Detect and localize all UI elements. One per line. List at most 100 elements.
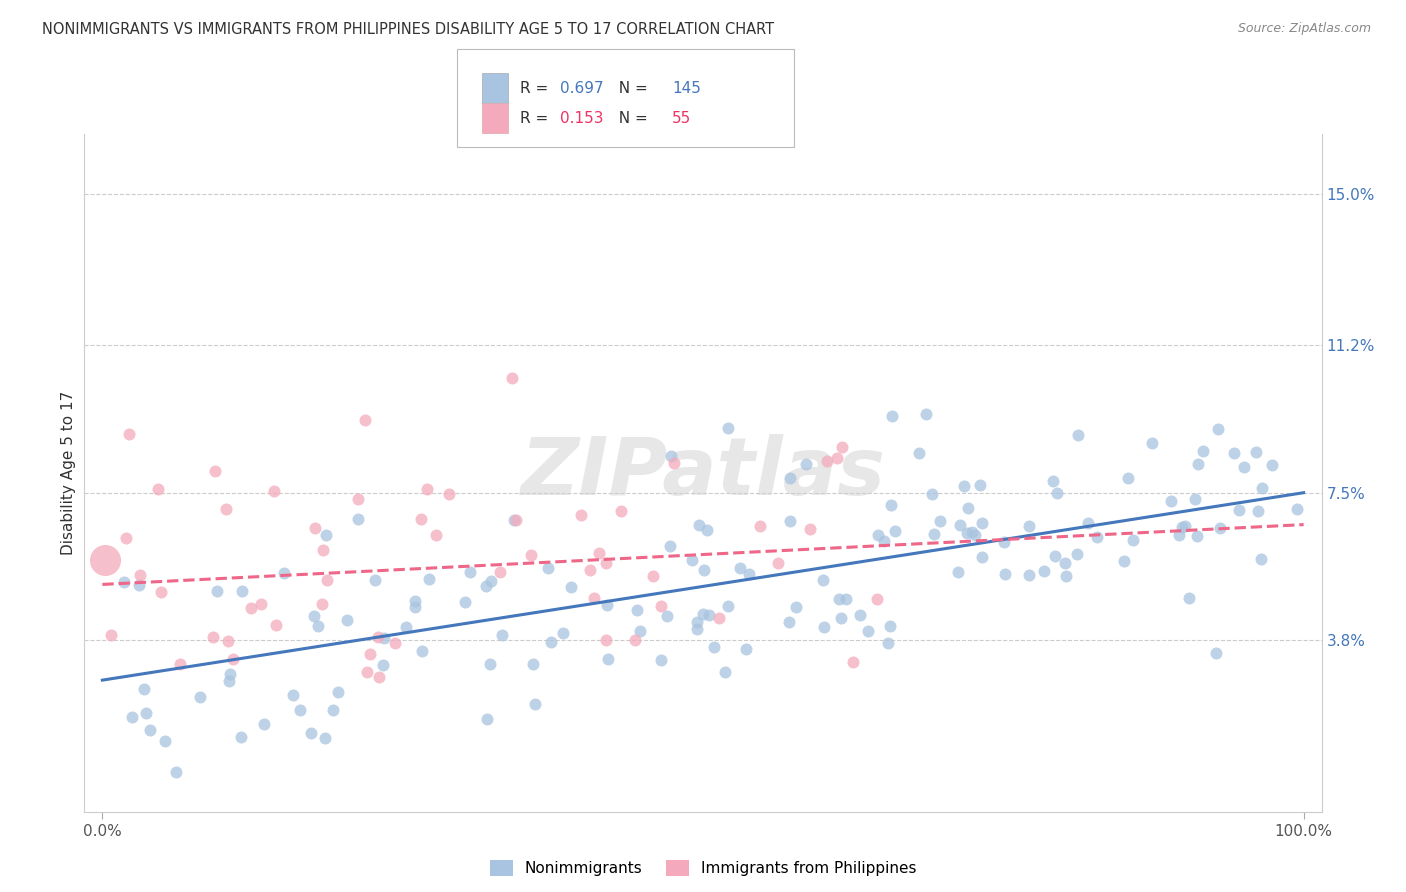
Point [240,601,263,615]
Point [316,574,339,588]
Point [650,652,672,666]
Point [659,540,682,554]
Point [650,599,672,614]
Point [418,572,440,586]
Point [253,717,276,731]
Y-axis label: Disability Age 5 to 17: Disability Age 5 to 17 [60,391,76,555]
Point [828,591,851,606]
Point [1085,530,1108,544]
Point [681,553,703,567]
Point [1140,436,1163,450]
Point [610,504,633,518]
Point [222,652,245,666]
Point [713,665,735,679]
Point [880,498,903,512]
Point [969,477,991,491]
Point [626,603,648,617]
Point [135,706,157,720]
Point [411,644,433,658]
Point [1116,471,1139,485]
Point [218,673,240,688]
Point [312,543,335,558]
Point [1184,491,1206,506]
Point [367,630,389,644]
Point [873,533,896,548]
Point [827,450,849,465]
Point [794,457,817,471]
Text: R =: R = [520,81,554,96]
Point [364,573,387,587]
Point [735,642,758,657]
Point [1191,443,1213,458]
Point [1250,551,1272,566]
Point [302,609,325,624]
Point [879,619,901,633]
Point [503,513,526,527]
Point [956,501,979,516]
Point [139,723,162,737]
Point [188,690,211,704]
Point [1018,568,1040,582]
Point [128,578,150,592]
Point [946,566,969,580]
Point [749,519,772,533]
Text: 145: 145 [672,81,702,96]
Point [1205,646,1227,660]
Text: 0.697: 0.697 [560,81,603,96]
Point [371,657,394,672]
Point [785,600,807,615]
Point [367,670,389,684]
Point [993,535,1015,549]
Point [264,618,287,632]
Point [347,492,370,507]
Point [692,607,714,621]
Point [972,550,994,565]
Point [1160,494,1182,508]
Point [956,525,979,540]
Point [149,584,172,599]
Text: N =: N = [609,81,652,96]
Point [373,631,395,645]
Point [153,734,176,748]
Point [1171,519,1194,533]
Point [132,681,155,696]
Point [217,633,239,648]
Point [688,517,710,532]
Point [404,594,426,608]
Text: R =: R = [520,111,554,126]
Point [1112,554,1135,568]
Point [1043,549,1066,563]
Point [169,657,191,672]
Point [304,521,326,535]
Point [1209,520,1232,534]
Point [972,516,994,531]
Point [489,565,512,579]
Point [475,712,498,726]
Point [841,655,863,669]
Point [884,524,907,538]
Point [205,584,228,599]
Point [129,568,152,582]
Point [588,546,610,560]
Point [1246,503,1268,517]
Point [204,464,226,478]
Point [336,613,359,627]
Point [439,487,461,501]
Point [165,764,187,779]
Point [359,647,381,661]
Point [849,608,872,623]
Point [768,556,790,570]
Point [1054,556,1077,570]
Point [478,657,501,672]
Point [540,635,562,649]
Legend: Nonimmigrants, Immigrants from Philippines: Nonimmigrants, Immigrants from Philippin… [484,854,922,882]
Point [703,640,725,655]
Point [384,636,406,650]
Point [215,502,238,516]
Point [395,620,418,634]
Point [595,633,617,648]
Point [779,514,801,528]
Point [1018,519,1040,533]
Point [475,579,498,593]
Point [118,426,141,441]
